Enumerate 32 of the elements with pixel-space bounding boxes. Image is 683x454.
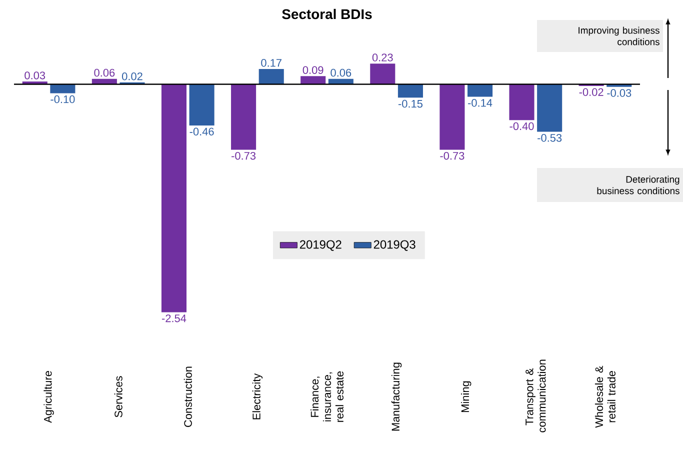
x-tick-label: Finance, insurance, real estate [310,371,344,422]
x-tick-label: Mining [461,381,472,412]
annotation: Deteriorating business conditions [597,176,680,194]
x-tick-label: Services [114,376,122,418]
data-label: -2.54 [162,314,186,322]
x-tick-label: Construction [184,366,192,427]
legend-label: 2019Q3 [374,240,416,251]
data-label: -0.15 [398,100,422,108]
data-label: 0.17 [261,59,282,67]
data-label: -0.73 [232,152,256,160]
data-label: -0.73 [440,152,464,160]
x-tick-label: Wholesale & retail trade [594,366,616,428]
data-label: 0.02 [122,72,142,80]
data-label: 0.23 [372,54,393,62]
data-label: 0.09 [302,66,324,74]
chart-title: Sectoral BDIs [282,8,372,20]
x-tick-label: Transport & communication [526,360,546,432]
data-label: -0.40 [510,122,534,130]
data-label: 0.06 [330,68,352,77]
x-tick-label: Manufacturing [391,362,402,431]
data-label: -0.03 [607,89,632,97]
data-label: -0.53 [538,134,562,142]
x-tick-label: Electricity [252,373,263,420]
data-label: -0.02 [579,88,604,96]
data-label: -0.14 [468,98,492,107]
legend-label: 2019Q2 [300,240,342,251]
data-label: -0.46 [190,128,214,136]
data-label: 0.06 [94,68,115,77]
data-label: -0.10 [50,95,75,104]
x-tick-label: Agriculture [44,371,54,423]
text: Improving business conditions [578,26,660,46]
data-label: 0.03 [24,72,46,80]
